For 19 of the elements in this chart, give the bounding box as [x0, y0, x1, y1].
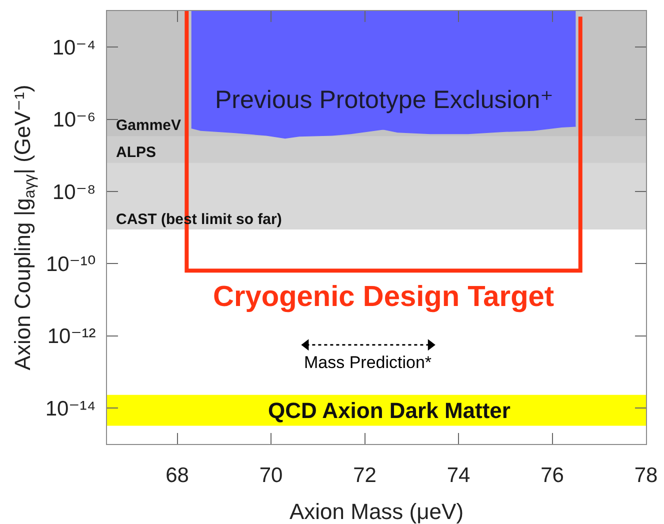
y-tick-label: 10⁻⁸ [52, 180, 96, 204]
y-tick-label: 10⁻¹⁰ [46, 252, 96, 276]
series-label: Mass Prediction* [304, 353, 432, 372]
x-tick-label: 72 [353, 464, 376, 488]
y-tick-label: 10⁻¹² [47, 325, 96, 348]
x-tick-label: 76 [540, 464, 564, 488]
band-label: QCD Axion Dark Matter [268, 398, 511, 423]
y-tick-label: 10⁻¹⁴ [45, 397, 96, 420]
x-tick-label: 68 [166, 464, 189, 488]
x-tick-label: 70 [259, 464, 283, 488]
x-axis-title: Axion Mass (μeV) [289, 499, 464, 524]
x-tick-label: 74 [446, 464, 471, 488]
series-label: Cryogenic Design Target [213, 281, 554, 313]
band-label: GammeV [116, 117, 182, 134]
series-label: Previous Prototype Exclusion⁺ [215, 86, 554, 114]
y-tick-label: 10⁻⁴ [52, 36, 96, 60]
band-label: ALPS [116, 144, 156, 161]
y-tick-label: 10⁻⁶ [52, 108, 96, 132]
x-tick-label: 78 [634, 464, 658, 488]
